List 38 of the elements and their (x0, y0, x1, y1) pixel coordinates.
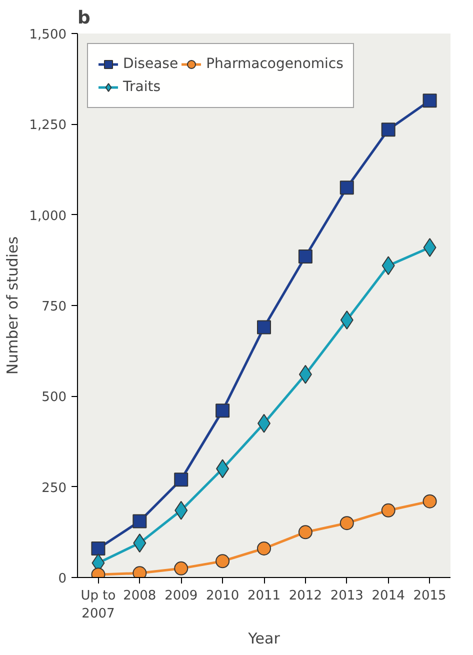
y-tick-label: 1,250 (29, 118, 66, 134)
x-tick-label: 2008 (123, 588, 156, 604)
x-axis-title: Year (247, 630, 281, 648)
point (132, 514, 147, 528)
y-tick-label: 1,500 (29, 28, 66, 42)
point (174, 561, 188, 576)
point (298, 250, 312, 264)
point (340, 180, 354, 195)
point (422, 494, 437, 508)
legend-label: Disease (123, 56, 178, 72)
point (340, 516, 354, 530)
legend-label: Traits (123, 79, 161, 95)
x-tick-label: 2013 (330, 588, 364, 604)
x-tick-label: 2010 (206, 588, 240, 604)
x-tick-label: Up to 2007 (80, 588, 116, 622)
chart-title: b (78, 8, 90, 28)
point (422, 94, 437, 108)
y-axis-title: Number of studies (3, 236, 22, 375)
point (381, 122, 396, 137)
point (257, 320, 271, 334)
y-tick-label: 750 (42, 300, 67, 314)
point (257, 542, 271, 556)
point (216, 554, 230, 568)
point (216, 404, 230, 418)
x-tick-label: 2009 (164, 588, 198, 604)
y-tick-label: 250 (42, 480, 67, 496)
point (381, 503, 396, 518)
x-tick-label: 2011 (247, 588, 281, 604)
y-tick-label: 500 (42, 390, 67, 406)
point (174, 472, 188, 487)
x-tick-label: 2012 (288, 588, 322, 604)
x-tick-label: 2015 (413, 588, 446, 604)
legend-label: Pharmacogenomics (206, 56, 344, 72)
y-tick-label: 0 (58, 572, 67, 586)
x-tick-label: 2014 (372, 588, 405, 604)
y-tick-label: 1,000 (29, 208, 66, 224)
point (91, 541, 106, 556)
point (298, 525, 312, 540)
